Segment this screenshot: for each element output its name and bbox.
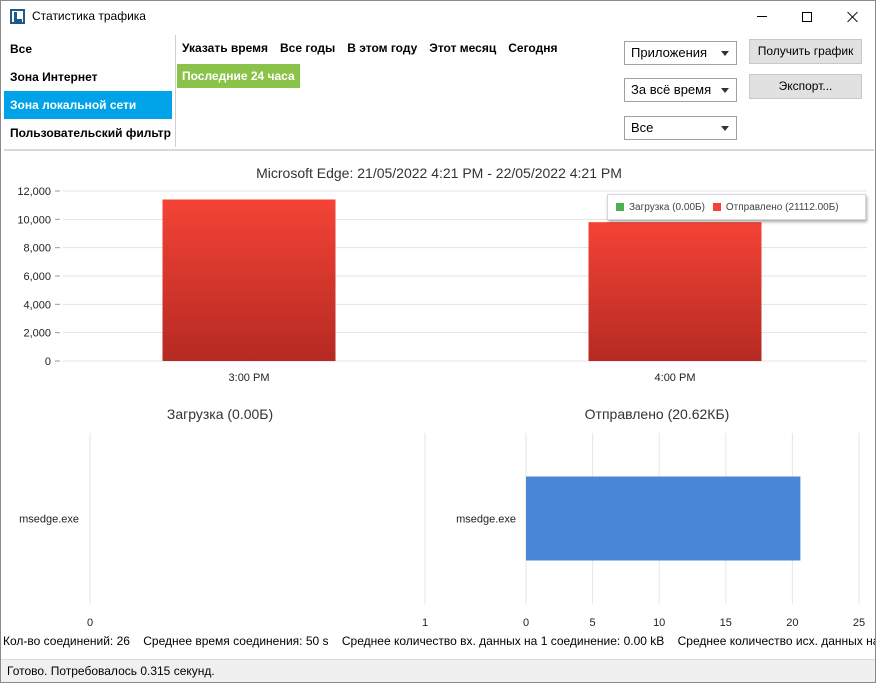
y-tick-label: 12,000: [17, 186, 51, 198]
group-by-value: Приложения: [631, 45, 708, 60]
scope-value: Все: [631, 120, 654, 135]
legend-swatch-upload: [712, 203, 721, 211]
y-tick-label: 8,000: [23, 243, 51, 255]
range-value: За всё время: [631, 82, 712, 97]
legend-label-upload: Отправлено (21112.00Б): [725, 201, 839, 213]
range-select[interactable]: За всё время: [624, 78, 737, 102]
period-link-this-year[interactable]: В этом году: [347, 41, 418, 55]
connection-summary: Кол-во соединений: 26 Среднее время соед…: [3, 634, 875, 650]
x-tick-label: 1: [422, 617, 428, 629]
y-tick-label: 10,000: [17, 214, 51, 226]
y-tick-label: 6,000: [23, 271, 51, 283]
chevron-down-icon: [721, 126, 729, 131]
chart-legend: Загрузка (0.00Б) Отправлено (21112.00Б): [607, 194, 866, 220]
download-bar-chart: Загрузка (0.00Б) 0 1 msedge.exe: [19, 406, 428, 629]
x-tick-label: 25: [853, 617, 865, 629]
x-tick-label: 0: [87, 617, 93, 629]
legend-item-download: Загрузка (0.00Б): [616, 202, 705, 213]
window-title: Статистика трафика: [32, 9, 146, 23]
y-tick-label: 0: [45, 356, 51, 368]
y-tick-label: 2,000: [23, 328, 51, 340]
chevron-down-icon: [721, 88, 729, 93]
period-links: Указать время Все годы В этом году Этот …: [182, 41, 557, 55]
x-tick-label: 15: [720, 617, 732, 629]
upload-bar-chart: Отправлено (20.62КБ) 0 5 10 15 20 25 msedge.ex…: [456, 406, 865, 629]
connection-count: Кол-во соединений: 26: [3, 634, 130, 648]
status-bar: Готово. Потребовалось 0.315 секунд.: [1, 659, 875, 682]
minimize-icon: [757, 16, 767, 17]
upload-chart-title: Отправлено (20.62КБ): [585, 406, 730, 422]
period-link-last-24-hours[interactable]: Последние 24 часа: [177, 64, 300, 88]
x-tick-label: 3:00 PM: [229, 372, 270, 384]
x-tick-label: 0: [523, 617, 529, 629]
period-link-custom-time[interactable]: Указать время: [182, 41, 269, 55]
app-logo-icon: [10, 9, 25, 24]
avg-incoming-per-connection: Среднее количество вх. данных на 1 соеди…: [341, 634, 665, 648]
upload-bar[interactable]: [162, 199, 336, 362]
category-label: msedge.exe: [19, 514, 79, 526]
legend-item-upload: Отправлено (21112.00Б): [712, 201, 839, 213]
maximize-icon: [802, 11, 812, 22]
download-chart-title: Загрузка (0.00Б): [167, 406, 273, 422]
zone-item-custom-filter[interactable]: Пользовательский фильтр: [10, 126, 171, 140]
toolbar-divider: [4, 149, 874, 151]
period-link-this-month[interactable]: Этот месяц: [429, 41, 497, 55]
x-tick-label: 4:00 PM: [655, 372, 696, 384]
avg-outgoing-per-connection: Среднее количество исх. данных на 1 соед…: [677, 634, 875, 648]
y-tick-label: 4,000: [23, 299, 51, 311]
upload-app-bar[interactable]: [526, 476, 801, 561]
avg-connection-time: Среднее время соединения: 50 s: [143, 634, 329, 648]
period-link-today[interactable]: Сегодня: [508, 41, 558, 55]
upload-bar[interactable]: [588, 222, 762, 361]
legend-label-download: Загрузка (0.00Б): [629, 201, 705, 213]
legend-swatch-download: [616, 203, 624, 211]
zone-item-internet[interactable]: Зона Интернет: [10, 70, 98, 84]
zone-list: Все Зона Интернет Зона локальной сети По…: [4, 35, 172, 147]
export-button[interactable]: Экспорт...: [749, 74, 862, 99]
x-tick-label: 10: [653, 617, 665, 629]
zone-item-local-network[interactable]: Зона локальной сети: [4, 91, 172, 119]
maximize-button[interactable]: [784, 1, 830, 32]
zone-divider: [175, 35, 176, 147]
x-tick-label: 5: [590, 617, 596, 629]
period-link-all-years[interactable]: Все годы: [280, 41, 336, 55]
close-button[interactable]: [830, 1, 876, 32]
traffic-bar-chart: Microsoft Edge: 21/05/2022 4:21 PM - 22/…: [17, 165, 867, 384]
category-label: msedge.exe: [456, 514, 516, 526]
scope-select[interactable]: Все: [624, 116, 737, 140]
chevron-down-icon: [721, 51, 729, 56]
zone-item-all[interactable]: Все: [10, 42, 33, 56]
close-icon: [847, 11, 859, 23]
group-by-select[interactable]: Приложения: [624, 41, 737, 65]
chart-title: Microsoft Edge: 21/05/2022 4:21 PM - 22/…: [256, 165, 622, 181]
title-bar: Статистика трафика: [1, 1, 875, 32]
get-chart-button[interactable]: Получить график: [749, 39, 862, 64]
x-tick-label: 20: [786, 617, 798, 629]
minimize-button[interactable]: [739, 1, 785, 32]
status-text: Готово. Потребовалось 0.315 секунд.: [7, 664, 215, 678]
